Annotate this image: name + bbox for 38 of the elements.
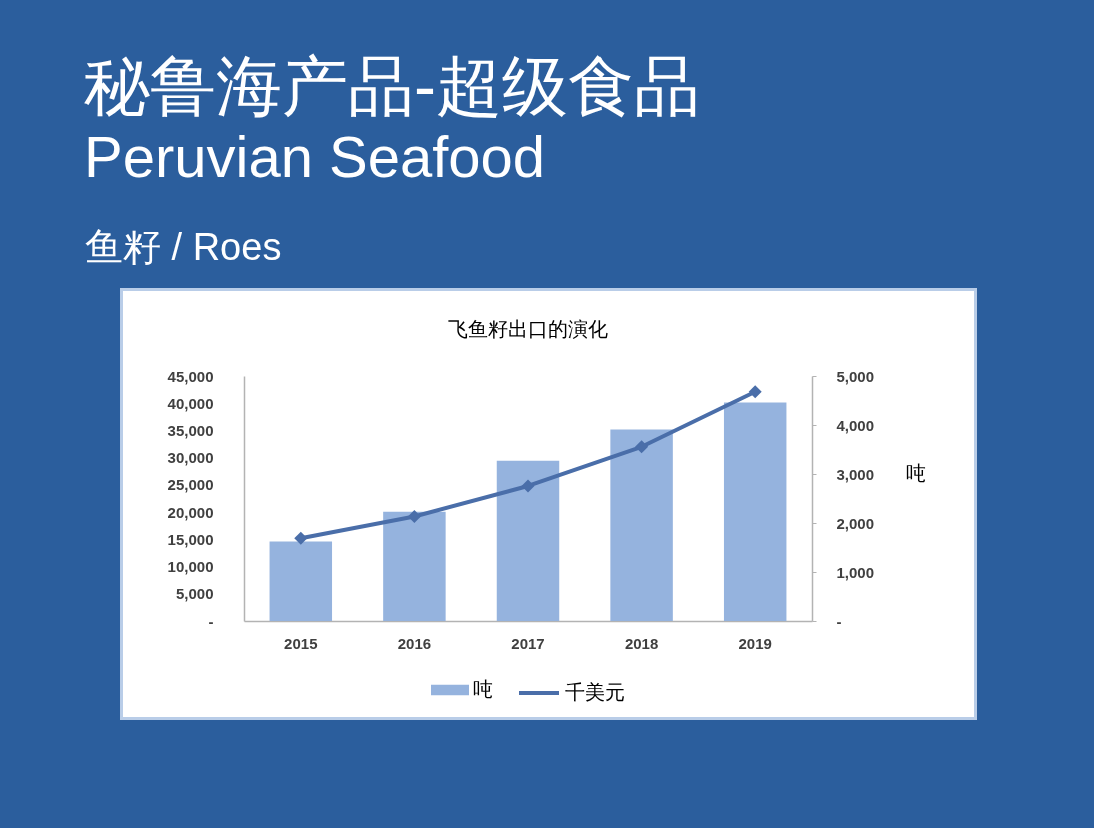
text: Peruvian Seafood [84,124,546,189]
point [748,385,762,399]
chart-title: 飞鱼籽出口的演化 [448,318,608,340]
legend-label: 千美元 [565,681,625,703]
x-tick-label: 2016 [397,634,432,652]
y2-axis-title: 吨 [905,461,926,484]
point [521,479,535,493]
y-tick-label: 25,000 [167,476,214,494]
y-tick-label: 35,000 [167,421,214,439]
x-tick-label: 2017 [511,634,545,652]
bar [269,541,333,621]
point [407,509,421,523]
y2-tick-label: 5,000 [836,367,875,385]
y2-tick-label: 3,000 [836,465,875,483]
x-tick-label: 2018 [624,634,659,652]
bar [496,460,560,621]
bar [383,511,446,621]
x-tick-label: 2019 [738,634,772,652]
y-tick-label: 40,000 [167,394,214,412]
bar [723,402,787,621]
y-tick-label: - [208,612,214,630]
point [294,531,308,545]
point [635,440,649,454]
y-tick-label: 5,000 [175,585,214,603]
x-tick-label: 2015 [284,634,318,652]
y-tick-label: 15,000 [167,530,214,548]
y2-tick-label: 1,000 [836,563,875,581]
text: 鱼籽 / Roes [85,226,282,268]
y2-tick-label: - [836,612,842,630]
text: 秘鲁海产品-超级食品 [84,49,700,123]
legend-label: 吨 [473,678,493,700]
y-tick-label: 20,000 [167,503,214,521]
y-tick-label: 30,000 [167,449,214,467]
y2-tick-label: 2,000 [836,514,875,532]
y2-tick-label: 4,000 [836,416,875,434]
bar [610,429,673,621]
y-tick-label: 10,000 [167,558,214,576]
y-tick-label: 45,000 [167,367,214,385]
